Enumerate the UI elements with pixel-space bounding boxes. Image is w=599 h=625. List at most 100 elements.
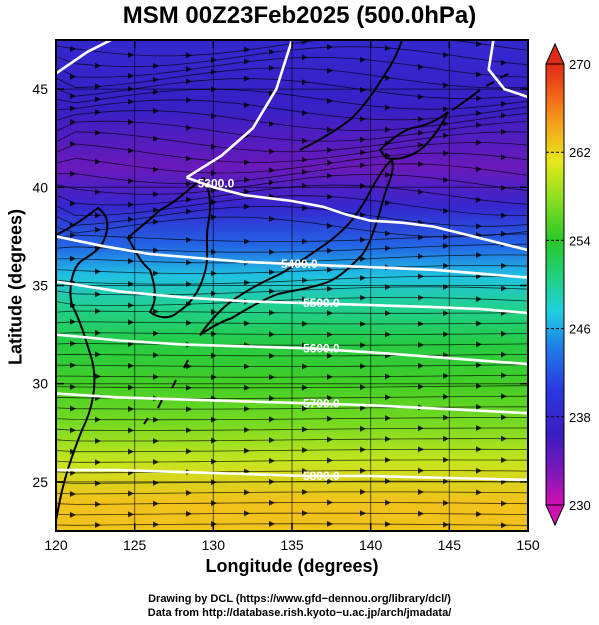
streamline-arrow bbox=[418, 273, 424, 280]
height-contour bbox=[56, 392, 528, 415]
streamline-arrow bbox=[186, 97, 192, 104]
colorbar-frame bbox=[545, 63, 565, 506]
streamline-arrow bbox=[476, 467, 482, 474]
streamline-arrow bbox=[186, 124, 192, 131]
streamline-arrow bbox=[443, 51, 449, 58]
streamline bbox=[56, 470, 528, 474]
streamline-arrow bbox=[443, 132, 449, 139]
streamline-arrow bbox=[186, 66, 192, 73]
height-contour bbox=[56, 468, 528, 482]
streamline-arrow bbox=[128, 341, 134, 348]
streamline-arrow bbox=[70, 383, 76, 390]
streamline-arrow bbox=[269, 269, 275, 276]
streamline-arrow bbox=[70, 490, 76, 497]
streamline-arrow bbox=[302, 342, 308, 349]
streamline-arrow bbox=[186, 259, 192, 266]
streamline-arrow bbox=[70, 119, 76, 126]
streamline-arrow bbox=[443, 242, 449, 249]
streamline-arrow bbox=[70, 200, 76, 207]
streamline-arrow bbox=[418, 383, 424, 390]
streamline-arrow bbox=[244, 58, 250, 65]
streamline-arrow bbox=[302, 168, 308, 175]
streamline-arrow bbox=[128, 406, 134, 413]
streamline-arrow bbox=[443, 478, 449, 485]
colorbar-tick-label: 246 bbox=[569, 322, 591, 337]
streamline-arrow bbox=[70, 255, 76, 262]
streamline-arrow bbox=[153, 416, 159, 423]
streamline-arrow bbox=[186, 155, 192, 162]
streamline bbox=[56, 427, 528, 431]
streamline-arrow bbox=[501, 414, 507, 421]
streamline-arrow bbox=[476, 403, 482, 410]
streamline bbox=[56, 332, 528, 335]
streamline-arrow bbox=[385, 126, 391, 133]
streamline-arrow bbox=[501, 154, 507, 161]
streamline-arrow bbox=[385, 104, 391, 111]
streamline bbox=[56, 417, 528, 421]
streamline-arrow bbox=[418, 320, 424, 327]
y-tick-label: 25 bbox=[32, 474, 48, 490]
streamline-arrow bbox=[153, 207, 159, 214]
streamline-arrow bbox=[385, 331, 391, 338]
streamline-arrow bbox=[501, 372, 507, 379]
streamline-arrow bbox=[186, 384, 192, 391]
streamline-arrow bbox=[70, 427, 76, 434]
streamline-arrow bbox=[244, 363, 250, 370]
streamline-arrow bbox=[501, 351, 507, 358]
streamline-arrow bbox=[501, 393, 507, 400]
streamline-arrow bbox=[211, 214, 217, 221]
streamline-arrow bbox=[360, 115, 366, 122]
streamline bbox=[56, 142, 528, 163]
streamline-arrow bbox=[418, 294, 424, 301]
streamline-arrow bbox=[327, 222, 333, 229]
streamline-arrow bbox=[95, 212, 101, 219]
streamline-arrow bbox=[476, 296, 482, 303]
streamline-arrow bbox=[418, 488, 424, 495]
streamline-arrow bbox=[244, 426, 250, 433]
streamline-arrow bbox=[327, 97, 333, 104]
colorbar: 230 238 246 254 262 270 bbox=[545, 42, 591, 527]
streamline-arrow bbox=[443, 456, 449, 463]
streamline-arrow bbox=[128, 85, 134, 92]
streamline-arrow bbox=[302, 137, 308, 144]
height-contour bbox=[56, 333, 528, 366]
streamline-arrow bbox=[385, 373, 391, 380]
streamline bbox=[56, 512, 528, 516]
streamline-arrow bbox=[476, 320, 482, 327]
streamline-arrow bbox=[302, 363, 308, 370]
streamline-arrow bbox=[211, 458, 217, 465]
streamline-arrow bbox=[70, 469, 76, 476]
streamline-arrow bbox=[153, 247, 159, 254]
streamline bbox=[56, 480, 528, 484]
streamline-arrow bbox=[443, 372, 449, 379]
streamline-arrow bbox=[244, 101, 250, 108]
streamline-arrow bbox=[327, 352, 333, 359]
streamline bbox=[56, 205, 528, 227]
streamline-arrow bbox=[360, 425, 366, 432]
streamline-arrow bbox=[269, 249, 275, 256]
streamline bbox=[56, 297, 528, 306]
streamline-arrow bbox=[443, 283, 449, 290]
x-tick-label: 135 bbox=[280, 537, 304, 553]
streamline bbox=[56, 184, 528, 206]
colorbar-tick-label: 254 bbox=[569, 233, 591, 248]
colorbar-bottom-arrow bbox=[545, 504, 565, 527]
streamline-arrow bbox=[476, 110, 482, 117]
streamline-arrow bbox=[244, 279, 250, 286]
chart-title: MSM 00Z23Feb2025 (500.0hPa) bbox=[122, 2, 477, 29]
streamline bbox=[56, 438, 528, 442]
contour-label: 5400.0 bbox=[281, 257, 318, 271]
streamline-arrow bbox=[186, 427, 192, 434]
streamline-arrow bbox=[360, 404, 366, 411]
streamline-arrow bbox=[128, 448, 134, 455]
streamline-arrow bbox=[327, 126, 333, 133]
streamline-arrow bbox=[443, 521, 449, 528]
credit-drawing: Drawing by DCL (https://www.gfd−dennou.o… bbox=[148, 593, 451, 605]
streamline-arrow bbox=[95, 522, 101, 529]
streamline-arrow bbox=[95, 226, 101, 233]
streamline-arrow bbox=[211, 143, 217, 150]
streamline bbox=[56, 233, 528, 243]
gridlines bbox=[56, 40, 528, 531]
streamline bbox=[56, 342, 528, 346]
streamline-arrow bbox=[153, 458, 159, 465]
